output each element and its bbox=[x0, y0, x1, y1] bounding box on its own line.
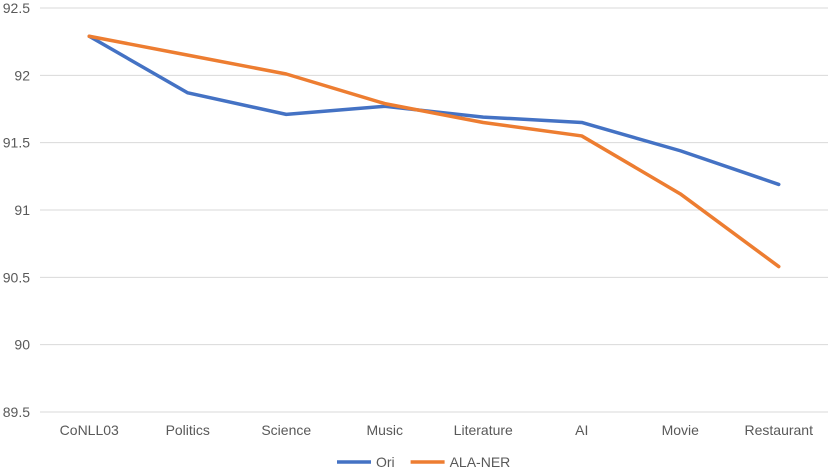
y-tick-label: 91.5 bbox=[3, 135, 30, 151]
x-tick-label: Restaurant bbox=[745, 422, 814, 438]
x-axis-tick-labels: CoNLL03 Politics Science Music Literature AI M… bbox=[60, 422, 813, 438]
y-tick-label: 92 bbox=[14, 67, 30, 83]
gridlines bbox=[40, 7, 828, 413]
legend-label: Ori bbox=[376, 454, 395, 470]
y-tick-label: 91 bbox=[14, 202, 30, 218]
legend-label: ALA-NER bbox=[450, 454, 511, 470]
series-line-ori bbox=[87, 34, 781, 187]
legend: Ori ALA-NER bbox=[337, 454, 510, 470]
series-line-ala-ner bbox=[87, 34, 781, 269]
x-tick-label: Science bbox=[261, 422, 311, 438]
x-tick-label: Music bbox=[366, 422, 403, 438]
y-tick-label: 90 bbox=[14, 337, 30, 353]
y-tick-label: 89.5 bbox=[3, 404, 30, 420]
y-axis-tick-labels: 89.5 90 90.5 91 91.5 92 92.5 bbox=[3, 0, 30, 420]
x-tick-label: CoNLL03 bbox=[60, 422, 119, 438]
x-tick-label: Politics bbox=[166, 422, 210, 438]
x-tick-label: Movie bbox=[662, 422, 700, 438]
series-lines bbox=[87, 34, 781, 269]
y-tick-label: 90.5 bbox=[3, 269, 30, 285]
x-tick-label: AI bbox=[575, 422, 588, 438]
x-tick-label: Literature bbox=[454, 422, 513, 438]
y-tick-label: 92.5 bbox=[3, 0, 30, 16]
